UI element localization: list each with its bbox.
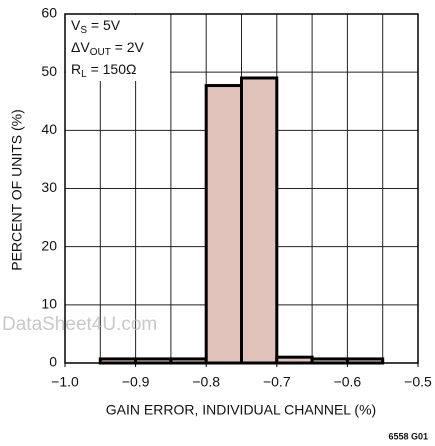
- annotation-rest: = 2V: [111, 39, 145, 55]
- x-tick-label: −0.7: [263, 374, 291, 390]
- x-tick-label: −1.0: [51, 374, 79, 390]
- bar: [204, 84, 243, 365]
- x-tick-label: −0.5: [404, 374, 432, 390]
- annotation: ΔVOUT = 2V: [71, 39, 145, 58]
- bar: [275, 355, 314, 365]
- x-tick-label: −0.9: [122, 374, 150, 390]
- x-axis-label: GAIN ERROR, INDIVIDUAL CHANNEL (%): [106, 402, 376, 418]
- watermark: DataSheet4U.com: [2, 314, 157, 335]
- y-axis-label: PERCENT OF UNITS (%): [9, 109, 25, 271]
- annotation-main: V: [71, 17, 81, 33]
- annotation: VS = 5V: [71, 17, 121, 36]
- y-tick-label: 50: [41, 63, 57, 79]
- y-tick-label: 10: [41, 296, 57, 312]
- annotation-sub: OUT: [90, 47, 111, 58]
- annotation-main: ΔV: [71, 39, 90, 55]
- x-tick-label: −0.8: [192, 374, 220, 390]
- x-tick-label: −0.6: [334, 374, 362, 390]
- annotation-rest: = 5V: [87, 17, 121, 33]
- bar: [240, 76, 279, 365]
- y-tick-label: 30: [41, 179, 57, 195]
- figure-id: 6558 G01: [388, 431, 428, 441]
- y-tick-label: 20: [41, 237, 57, 253]
- annotation-rest: = 150Ω: [87, 61, 137, 77]
- annotation-box: [66, 15, 170, 81]
- plot-frame: [64, 13, 419, 364]
- y-tick-label: 60: [41, 5, 57, 21]
- annotation-main: R: [71, 61, 81, 77]
- y-tick-label: 40: [41, 121, 57, 137]
- annotation-sub: S: [80, 25, 87, 36]
- y-tick-label: 0: [49, 354, 57, 370]
- annotation-sub: L: [81, 69, 87, 80]
- annotation: RL = 150Ω: [71, 61, 136, 80]
